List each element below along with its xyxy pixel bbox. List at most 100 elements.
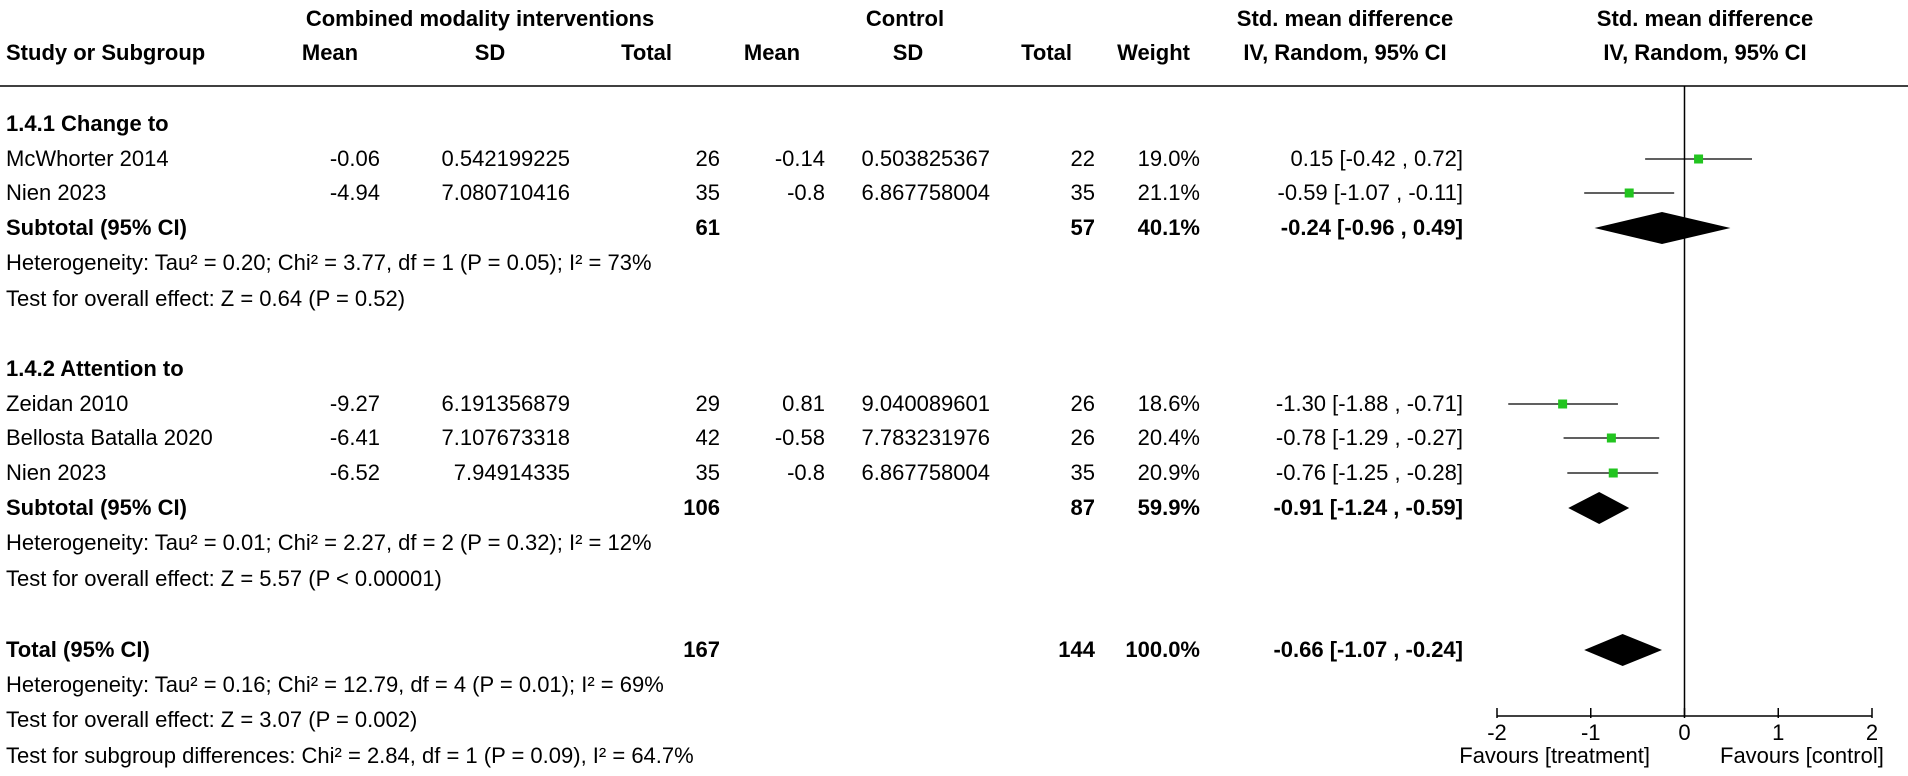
study-total1: 26 (695, 146, 720, 171)
subgroup-differences-text: Test for subgroup differences: Chi² = 2.… (6, 743, 694, 768)
col-study: Study or Subgroup (6, 40, 206, 65)
study-point-marker (1558, 399, 1568, 409)
study-total2: 35 (1070, 180, 1095, 205)
study-sd2: 9.040089601 (861, 391, 990, 416)
total-heterogeneity-text: Heterogeneity: Tau² = 0.16; Chi² = 12.79… (6, 672, 664, 697)
overall-effect-text: Test for overall effect: Z = 5.57 (P < 0… (6, 566, 442, 591)
study-weight: 19.0% (1137, 146, 1200, 171)
study-total1: 29 (695, 391, 720, 416)
group2-title: Control (865, 6, 945, 31)
x-axis-tick-label: -1 (1581, 720, 1601, 745)
subtotal-total1: 61 (695, 215, 720, 240)
study-point-marker (1694, 154, 1704, 164)
study-sd1: 7.080710416 (441, 180, 570, 205)
study-mean2: -0.8 (787, 180, 825, 205)
study-total2: 26 (1070, 425, 1095, 450)
study-weight: 20.9% (1137, 460, 1200, 485)
col-mean1: Mean (301, 40, 359, 65)
heterogeneity-text: Heterogeneity: Tau² = 0.01; Chi² = 2.27,… (6, 530, 652, 555)
heterogeneity-text: Heterogeneity: Tau² = 0.20; Chi² = 3.77,… (6, 250, 652, 275)
study-sd2: 6.867758004 (861, 460, 990, 485)
x-axis-tick-label: 0 (1678, 720, 1690, 745)
study-point-marker (1608, 468, 1618, 478)
subtotal-total1: 106 (683, 495, 720, 520)
study-ci: -0.76 [-1.25 , -0.28] (1275, 460, 1463, 485)
study-sd2: 0.503825367 (861, 146, 990, 171)
study-name: Nien 2023 (6, 180, 107, 205)
study-name: Nien 2023 (6, 460, 107, 485)
study-mean1: -4.94 (329, 180, 380, 205)
overall-effect-text: Test for overall effect: Z = 0.64 (P = 0… (6, 286, 406, 311)
study-sd1: 7.107673318 (441, 425, 570, 450)
study-weight: 20.4% (1137, 425, 1200, 450)
study-total1: 35 (695, 460, 720, 485)
pooled-estimate-diamond (1584, 634, 1662, 666)
subgroup-title: 1.4.1 Change to (6, 111, 169, 136)
col-total2: Total (1021, 40, 1072, 65)
x-axis-tick-label: 2 (1866, 720, 1878, 745)
plot-title: Std. mean difference (1596, 6, 1814, 31)
x-axis-tick-label: 1 (1772, 720, 1784, 745)
study-total1: 35 (695, 180, 720, 205)
study-sd2: 7.783231976 (861, 425, 990, 450)
study-sd2: 6.867758004 (861, 180, 990, 205)
favours-left-label: Favours [treatment] (1459, 743, 1650, 768)
x-axis-tick-label: -2 (1487, 720, 1507, 745)
subtotal-label: Subtotal (95% CI) (6, 215, 187, 240)
subtotal-weight: 40.1% (1137, 215, 1200, 240)
col-ci: IV, Random, 95% CI (1243, 40, 1447, 65)
total-label: Total (95% CI) (6, 637, 150, 662)
study-total1: 42 (695, 425, 720, 450)
total-weight: 100.0% (1125, 637, 1200, 662)
subtotal-ci: -0.24 [-0.96 , 0.49] (1280, 215, 1463, 240)
col-plot-ci: IV, Random, 95% CI (1603, 40, 1807, 65)
subgroup-title: 1.4.2 Attention to (6, 356, 184, 381)
study-point-marker (1624, 188, 1634, 198)
study-mean1: -6.41 (329, 425, 380, 450)
total-total1: 167 (683, 637, 720, 662)
study-mean2: -0.8 (787, 460, 825, 485)
total-total2: 144 (1058, 637, 1095, 662)
study-total2: 26 (1070, 391, 1095, 416)
study-ci: -0.78 [-1.29 , -0.27] (1275, 425, 1463, 450)
group1-title: Combined modality interventions (305, 6, 655, 31)
study-mean1: -0.06 (329, 146, 380, 171)
total-ci: -0.66 [-1.07 , -0.24] (1273, 637, 1463, 662)
study-ci: -1.30 [-1.88 , -0.71] (1275, 391, 1463, 416)
col-mean2: Mean (743, 40, 801, 65)
total-overall-effect-text: Test for overall effect: Z = 3.07 (P = 0… (6, 707, 418, 732)
study-ci: -0.59 [-1.07 , -0.11] (1277, 180, 1463, 205)
study-sd1: 0.542199225 (441, 146, 570, 171)
pooled-estimate-diamond (1568, 492, 1630, 524)
study-weight: 21.1% (1137, 180, 1200, 205)
study-sd1: 7.94914335 (453, 460, 570, 485)
study-total2: 35 (1070, 460, 1095, 485)
study-total2: 22 (1070, 146, 1095, 171)
study-mean2: -0.58 (774, 425, 825, 450)
subtotal-ci: -0.91 [-1.24 , -0.59] (1273, 495, 1463, 520)
study-mean2: 0.81 (782, 391, 825, 416)
subtotal-total2: 57 (1070, 215, 1095, 240)
favours-right-label: Favours [control] (1720, 743, 1884, 768)
subtotal-label: Subtotal (95% CI) (6, 495, 187, 520)
col-sd2: SD (892, 40, 924, 65)
study-ci: 0.15 [-0.42 , 0.72] (1290, 146, 1463, 171)
col-weight: Weight (1117, 40, 1190, 65)
effect-title: Std. mean difference (1236, 6, 1454, 31)
study-mean1: -6.52 (329, 460, 380, 485)
col-total1: Total (621, 40, 672, 65)
study-weight: 18.6% (1137, 391, 1200, 416)
study-point-marker (1606, 433, 1616, 443)
study-name: Bellosta Batalla 2020 (6, 425, 213, 450)
col-sd1: SD (474, 40, 506, 65)
study-mean1: -9.27 (329, 391, 380, 416)
study-name: McWhorter 2014 (6, 146, 169, 171)
subtotal-weight: 59.9% (1137, 495, 1200, 520)
pooled-estimate-diamond (1594, 212, 1731, 244)
study-name: Zeidan 2010 (6, 391, 129, 416)
study-sd1: 6.191356879 (441, 391, 570, 416)
subtotal-total2: 87 (1070, 495, 1095, 520)
study-mean2: -0.14 (774, 146, 825, 171)
